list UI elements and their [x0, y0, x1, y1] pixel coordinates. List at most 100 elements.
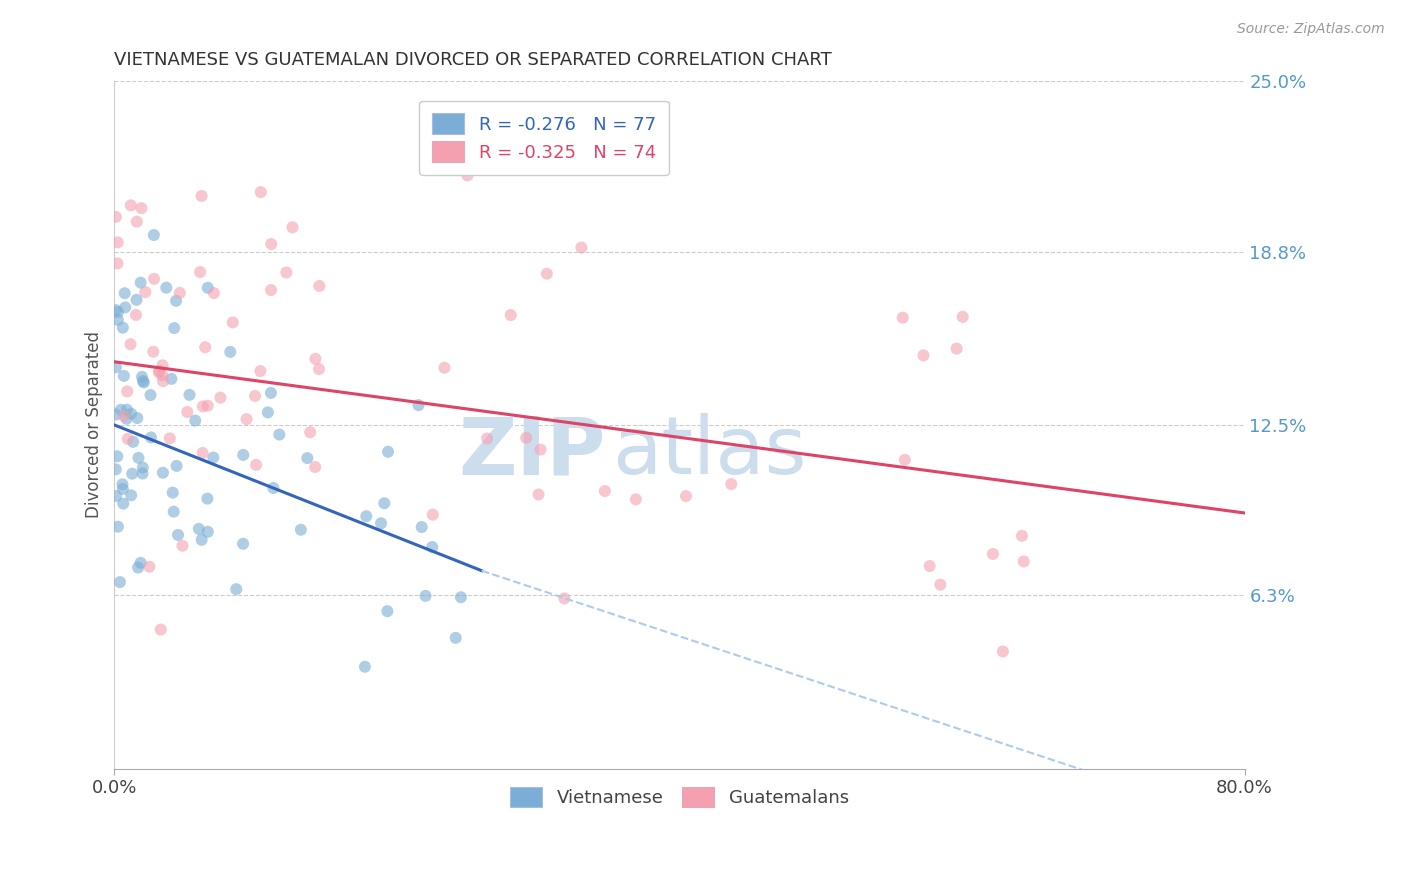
Point	[194, 340, 217, 354]
Point	[142, 228, 165, 243]
Point	[720, 477, 742, 491]
Point	[120, 337, 142, 351]
Point	[152, 359, 174, 373]
Point	[529, 442, 551, 457]
Point	[127, 560, 149, 574]
Point	[184, 413, 207, 427]
Point	[163, 321, 186, 335]
Point	[107, 305, 129, 319]
Point	[117, 432, 139, 446]
Point	[290, 523, 312, 537]
Point	[104, 210, 127, 224]
Point	[115, 384, 138, 399]
Point	[125, 214, 148, 228]
Point	[536, 267, 558, 281]
Point	[162, 485, 184, 500]
Point	[138, 559, 160, 574]
Point	[120, 407, 142, 421]
Point	[112, 368, 135, 383]
Point	[166, 458, 188, 473]
Point	[354, 659, 377, 673]
Point	[260, 237, 283, 252]
Point	[243, 389, 266, 403]
Point	[202, 286, 225, 301]
Point	[894, 453, 917, 467]
Point	[981, 547, 1004, 561]
Point	[945, 342, 967, 356]
Point	[107, 235, 129, 250]
Point	[131, 369, 153, 384]
Text: VIETNAMESE VS GUATEMALAN DIVORCED OR SEPARATED CORRELATION CHART: VIETNAMESE VS GUATEMALAN DIVORCED OR SEP…	[114, 51, 832, 69]
Point	[499, 308, 522, 322]
Point	[121, 467, 143, 481]
Point	[104, 462, 127, 476]
Point	[912, 348, 935, 362]
Point	[191, 446, 214, 460]
Point	[104, 360, 127, 375]
Point	[411, 520, 433, 534]
Point	[1011, 529, 1033, 543]
Point	[377, 444, 399, 458]
Point	[249, 364, 271, 378]
Point	[269, 427, 291, 442]
Point	[131, 201, 153, 215]
Point	[569, 241, 592, 255]
Point	[167, 528, 190, 542]
Point	[235, 412, 257, 426]
Point	[115, 402, 138, 417]
Point	[149, 623, 172, 637]
Point	[163, 505, 186, 519]
Point	[104, 408, 127, 422]
Point	[197, 524, 219, 539]
Y-axis label: Divorced or Separated: Divorced or Separated	[86, 332, 103, 518]
Point	[408, 398, 430, 412]
Point	[297, 451, 319, 466]
Point	[262, 481, 284, 495]
Point	[160, 372, 183, 386]
Point	[1012, 554, 1035, 568]
Point	[120, 488, 142, 502]
Point	[373, 496, 395, 510]
Point	[139, 388, 162, 402]
Text: ZIP: ZIP	[458, 414, 606, 491]
Point	[527, 487, 550, 501]
Point	[256, 405, 278, 419]
Point	[245, 458, 267, 472]
Legend: Vietnamese, Guatemalans: Vietnamese, Guatemalans	[503, 780, 856, 814]
Point	[195, 491, 218, 506]
Point	[127, 411, 149, 425]
Point	[122, 434, 145, 449]
Point	[304, 460, 326, 475]
Point	[197, 281, 219, 295]
Point	[107, 313, 129, 327]
Point	[114, 301, 136, 315]
Point	[991, 644, 1014, 658]
Point	[176, 405, 198, 419]
Point	[515, 431, 537, 445]
Point	[165, 293, 187, 308]
Point	[299, 425, 322, 440]
Point	[179, 388, 201, 402]
Point	[159, 431, 181, 445]
Point	[148, 365, 170, 379]
Point	[202, 450, 225, 465]
Point	[553, 591, 575, 606]
Point	[155, 281, 177, 295]
Point	[219, 344, 242, 359]
Point	[187, 522, 209, 536]
Point	[111, 320, 134, 334]
Point	[107, 519, 129, 533]
Point	[276, 265, 298, 279]
Text: Source: ZipAtlas.com: Source: ZipAtlas.com	[1237, 22, 1385, 37]
Point	[456, 169, 478, 183]
Point	[952, 310, 974, 324]
Point	[356, 509, 378, 524]
Point	[624, 492, 647, 507]
Point	[143, 272, 166, 286]
Point	[422, 508, 444, 522]
Point	[142, 344, 165, 359]
Point	[929, 577, 952, 591]
Point	[107, 256, 129, 270]
Point	[370, 516, 392, 531]
Point	[132, 376, 155, 390]
